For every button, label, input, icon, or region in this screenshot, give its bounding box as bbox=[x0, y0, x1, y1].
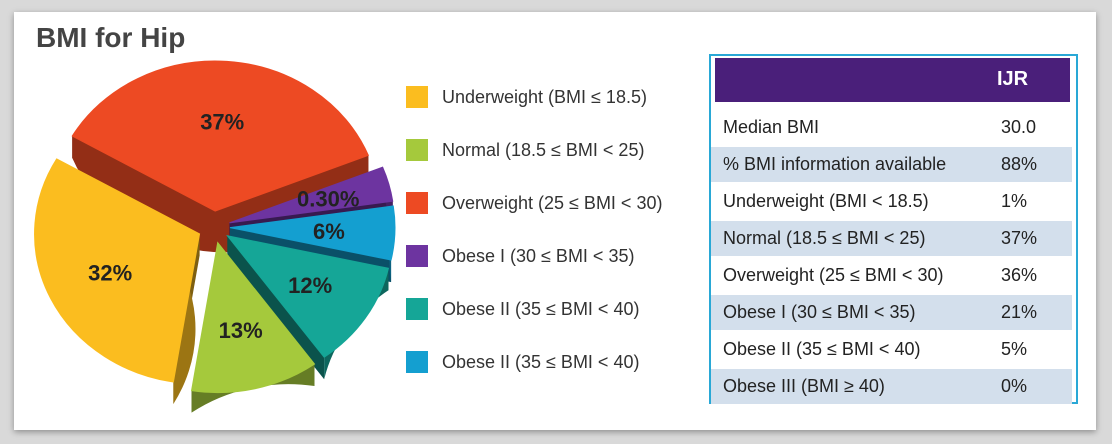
table-cell-label: % BMI information available bbox=[723, 154, 947, 174]
table-row: Median BMI 30.0 bbox=[711, 110, 1072, 145]
table-cell-value: 36% bbox=[1001, 265, 1038, 285]
table-row: Underweight (BMI < 18.5) 1% bbox=[711, 184, 1072, 219]
legend-item: Obese II (35 ≤ BMI < 40) bbox=[406, 349, 706, 375]
table-cell-label: Obese III (BMI ≥ 40) bbox=[723, 376, 885, 396]
pie-slice bbox=[229, 205, 396, 261]
table-cell-value: 37% bbox=[1001, 228, 1038, 248]
table-header: IJR bbox=[715, 58, 1070, 102]
table-cell-label: Overweight (25 ≤ BMI < 30) bbox=[723, 265, 944, 285]
legend-swatch bbox=[406, 192, 428, 214]
table-cell-label: Underweight (BMI < 18.5) bbox=[723, 191, 929, 211]
legend-label: Overweight (25 ≤ BMI < 30) bbox=[442, 192, 663, 213]
pie-slice bbox=[226, 235, 390, 358]
legend-item: Obese II (35 ≤ BMI < 40) bbox=[406, 296, 706, 322]
pie-slice-label: 6% bbox=[313, 219, 345, 244]
pie-slice bbox=[190, 241, 316, 394]
table-cell-value: 30.0 bbox=[1001, 117, 1037, 137]
legend-item: Overweight (25 ≤ BMI < 30) bbox=[406, 190, 706, 216]
table-cell-label: Median BMI bbox=[723, 117, 820, 137]
legend-swatch bbox=[406, 86, 428, 108]
pie-slice-label: 12% bbox=[288, 273, 332, 298]
table-cell-label: Obese I (30 ≤ BMI < 35) bbox=[723, 302, 916, 322]
ijr-table: IJR Median BMI 30.0 % BMI information avai… bbox=[709, 54, 1078, 404]
table-row: % BMI information available 88% bbox=[711, 147, 1072, 182]
legend-label: Obese II (35 ≤ BMI < 40) bbox=[442, 298, 640, 319]
table-row: Obese I (30 ≤ BMI < 35) 21% bbox=[711, 295, 1072, 330]
pie-slice bbox=[71, 60, 370, 212]
table-cell-value: 88% bbox=[1001, 154, 1038, 174]
table-row: Obese II (35 ≤ BMI < 40) 5% bbox=[711, 332, 1072, 367]
legend-item: Obese I (30 ≤ BMI < 35) bbox=[406, 243, 706, 269]
legend-label: Obese I (30 ≤ BMI < 35) bbox=[442, 245, 635, 266]
table-cell-value: 0% bbox=[1001, 376, 1028, 396]
legend-swatch bbox=[406, 245, 428, 267]
pie-slice bbox=[229, 166, 394, 224]
pie-slice bbox=[34, 158, 201, 383]
pie-slice-label: 13% bbox=[219, 318, 263, 343]
legend-swatch bbox=[406, 298, 428, 320]
legend-label: Obese II (35 ≤ BMI < 40) bbox=[442, 351, 640, 372]
chart-title: BMI for Hip bbox=[36, 22, 186, 53]
pie-slice-side bbox=[227, 235, 325, 380]
legend-item: Normal (18.5 ≤ BMI < 25) bbox=[406, 137, 706, 163]
legend-label: Underweight (BMI ≤ 18.5) bbox=[442, 86, 647, 107]
pie-slice-label: 0.30% bbox=[297, 187, 359, 212]
table-cell-value: 21% bbox=[1001, 302, 1038, 322]
table-cell-label: Obese II (35 ≤ BMI < 40) bbox=[723, 339, 921, 359]
legend-swatch bbox=[406, 351, 428, 373]
table-cell-value: 5% bbox=[1001, 339, 1028, 359]
legend-label: Normal (18.5 ≤ BMI < 25) bbox=[442, 139, 645, 160]
chart-card: BMI for Hip 37% 0.30% 6% 12% 13% 32% Underwei… bbox=[14, 12, 1096, 430]
table-header-label: IJR bbox=[997, 68, 1029, 90]
legend-item: Underweight (BMI ≤ 18.5) bbox=[406, 84, 706, 110]
table-row: Normal (18.5 ≤ BMI < 25) 37% bbox=[711, 221, 1072, 256]
table-cell-label: Normal (18.5 ≤ BMI < 25) bbox=[723, 228, 926, 248]
legend-swatch bbox=[406, 139, 428, 161]
table-row: Overweight (25 ≤ BMI < 30) 36% bbox=[711, 258, 1072, 293]
pie-slice-label: 32% bbox=[88, 261, 132, 286]
table-cell-value: 1% bbox=[1001, 191, 1028, 211]
pie-slice-label: 37% bbox=[200, 109, 244, 134]
pie-chart: 37% 0.30% 6% 12% 13% 32% bbox=[14, 12, 414, 430]
table-row: Obese III (BMI ≥ 40) 0% bbox=[711, 369, 1072, 404]
pie-chart-svg: 37% 0.30% 6% 12% 13% 32% bbox=[34, 60, 396, 413]
